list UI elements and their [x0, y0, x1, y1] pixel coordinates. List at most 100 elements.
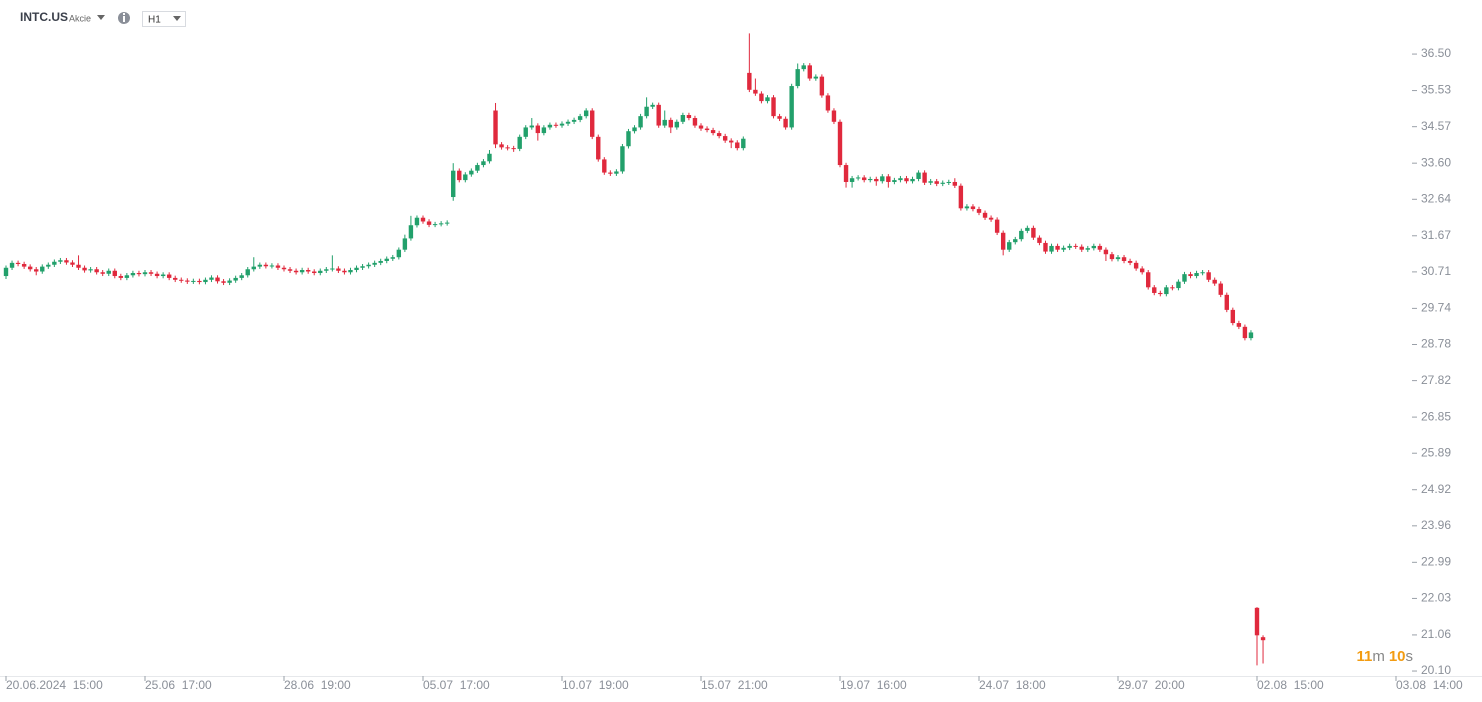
- y-tick-label: 30.71: [1421, 264, 1451, 278]
- instrument-type: Akcie: [69, 13, 91, 23]
- candle-body: [807, 65, 812, 79]
- candle-body: [15, 262, 21, 264]
- candle-body: [662, 119, 667, 126]
- candle-body: [1127, 260, 1133, 263]
- candle-body: [245, 269, 250, 276]
- candle-body: [686, 115, 692, 119]
- x-tick-label: 28.06 19:00: [284, 678, 351, 692]
- candle-body: [626, 131, 631, 147]
- candle-body: [765, 97, 770, 102]
- candle-body: [577, 116, 583, 120]
- candle-body: [372, 262, 377, 265]
- y-tick-label: 33.60: [1421, 155, 1451, 169]
- timeframe-label: H1: [148, 15, 161, 26]
- candle-body: [523, 127, 528, 137]
- candle-body: [553, 124, 559, 126]
- candle-body: [650, 104, 655, 107]
- candle-body: [191, 280, 196, 282]
- timeframe-arrow: [173, 16, 181, 21]
- candle-body: [1097, 245, 1103, 250]
- candle-body: [976, 209, 982, 213]
- candle-body: [789, 86, 794, 128]
- x-tick-label: 10.07 19:00: [562, 678, 629, 692]
- countdown-minutes-unit: m: [1372, 648, 1385, 665]
- candle-body: [753, 89, 758, 94]
- x-tick-label: 24.07 18:00: [979, 678, 1046, 692]
- candle-body: [52, 261, 57, 265]
- candle-body: [529, 125, 534, 128]
- candle-body: [9, 262, 15, 268]
- candle-body: [1224, 294, 1229, 310]
- y-tick-label: 24.92: [1421, 482, 1451, 496]
- candle-body: [583, 110, 589, 117]
- candle-body: [1218, 283, 1223, 295]
- candle-body: [142, 272, 148, 275]
- candle-body: [64, 260, 69, 263]
- x-tick-label: 03.08 14:00: [1396, 678, 1463, 692]
- candle-body: [1212, 279, 1217, 284]
- candle-body: [209, 277, 214, 280]
- candle-body: [729, 140, 734, 143]
- candle-body: [1000, 232, 1006, 250]
- candle-body: [1230, 309, 1236, 324]
- candle-body: [614, 171, 619, 174]
- y-tick-label: 22.99: [1421, 554, 1451, 568]
- candle-body: [378, 260, 383, 263]
- candle-body: [457, 170, 462, 181]
- candle-body: [342, 270, 347, 273]
- candle-body: [632, 127, 637, 132]
- candle-body: [680, 115, 686, 122]
- candle-body: [898, 178, 903, 181]
- y-tick-label: 32.64: [1421, 191, 1451, 205]
- candle-body: [46, 264, 51, 267]
- x-tick-label: 29.07 20:00: [1118, 678, 1185, 692]
- candle-body: [305, 270, 311, 272]
- candle-body: [263, 264, 269, 267]
- candle-body: [402, 238, 408, 250]
- candle-body: [257, 264, 263, 267]
- candle-body: [916, 172, 921, 179]
- countdown-minutes: 11: [1356, 648, 1372, 665]
- symbol-title[interactable]: INTC.US: [20, 10, 68, 24]
- candle-body: [505, 147, 510, 149]
- candle-body: [227, 280, 232, 283]
- y-tick-label: 28.78: [1421, 337, 1451, 351]
- candle-body: [1146, 272, 1151, 288]
- candle-body: [1236, 323, 1242, 327]
- info-icon-glyph: [123, 16, 125, 22]
- candle-body: [336, 268, 341, 271]
- candle-body: [668, 119, 673, 128]
- candle-body: [438, 223, 444, 225]
- candle-body: [154, 273, 160, 277]
- candle-body: [185, 280, 190, 282]
- candle-body: [173, 277, 178, 280]
- y-tick-label: 31.67: [1421, 228, 1451, 242]
- candle-body: [1091, 245, 1097, 249]
- candle-body: [1085, 248, 1090, 250]
- y-tick-label: 22.03: [1421, 591, 1451, 605]
- candle-body: [716, 133, 722, 137]
- candle-body: [106, 270, 111, 274]
- candle-body: [1025, 227, 1030, 231]
- candle-body: [541, 127, 547, 134]
- candle-body: [136, 273, 142, 275]
- timeframe-select[interactable]: [142, 11, 186, 27]
- symbol-dropdown-arrow[interactable]: [97, 15, 105, 20]
- candle-body: [910, 178, 915, 182]
- candle-body: [275, 265, 281, 268]
- candle-body: [795, 69, 800, 87]
- candle-body: [118, 276, 124, 278]
- candle-body: [1194, 273, 1199, 277]
- candle-body: [831, 110, 837, 122]
- x-tick-label: 15.07 21:00: [701, 678, 768, 692]
- candle-body: [880, 176, 885, 182]
- candle-body: [287, 269, 293, 271]
- candle-body: [735, 142, 740, 149]
- candle-body: [638, 116, 643, 128]
- countdown: 11m 10s: [1356, 648, 1413, 665]
- candle-body: [1043, 242, 1048, 252]
- y-tick-label: 23.96: [1421, 518, 1451, 532]
- candle-body: [747, 72, 752, 90]
- candle-body: [414, 217, 420, 226]
- candle-body: [330, 268, 335, 270]
